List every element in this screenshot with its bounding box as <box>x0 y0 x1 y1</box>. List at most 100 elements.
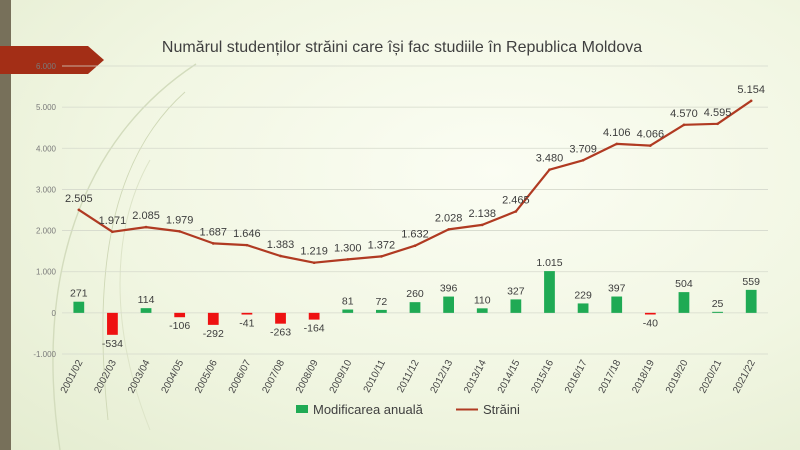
line-data-label: 4.106 <box>603 127 631 139</box>
line-point <box>111 230 114 234</box>
y-tick-label: 4.000 <box>36 144 57 153</box>
data-labels: 271 -534 114 -106 -292 -41 -263 -164 81 72 260 396 1… <box>65 84 765 350</box>
line-point <box>346 258 350 261</box>
line-point <box>649 144 652 147</box>
x-tick-label: 2018/19 <box>630 358 657 395</box>
line-point <box>615 142 619 146</box>
line-data-label: 1.979 <box>166 214 194 226</box>
legend-label-line: Străini <box>483 402 520 417</box>
bar <box>207 312 219 325</box>
y-tick-label: 6.000 <box>36 62 57 71</box>
line-data-label: 1.383 <box>267 239 295 251</box>
bar <box>241 312 253 315</box>
bar-data-label: -106 <box>169 320 190 332</box>
bar-data-label: 260 <box>406 288 424 300</box>
x-tick-label: 2013/14 <box>462 358 489 395</box>
line-point <box>548 168 551 171</box>
line-data-label: 4.570 <box>670 108 698 120</box>
x-tick-label: 2008/09 <box>294 358 321 395</box>
x-tick-label: 2009/10 <box>328 358 355 395</box>
x-tick-label: 2002/03 <box>92 358 119 395</box>
line-point <box>77 208 81 212</box>
x-tick-label: 2012/13 <box>429 358 456 395</box>
line-point <box>581 158 585 162</box>
line-point <box>144 225 148 229</box>
bar <box>140 308 152 313</box>
theme-decoration <box>0 0 197 450</box>
bar <box>275 312 286 324</box>
line-data-label: 1.646 <box>233 228 261 240</box>
bar <box>678 292 690 313</box>
y-tick-label: 3.000 <box>36 185 57 194</box>
line-point <box>178 230 181 233</box>
x-tick-label: 2007/08 <box>260 358 287 395</box>
left-sidebar-bar <box>0 0 11 450</box>
x-tick-label: 2016/17 <box>563 358 590 395</box>
y-tick-label: 0 <box>52 309 57 318</box>
line-data-label: 2.465 <box>502 194 530 206</box>
bar-data-label: 1.015 <box>536 257 562 269</box>
bar <box>376 309 387 313</box>
bar-data-label: 559 <box>742 276 760 288</box>
legend: Modificarea anuală Străini <box>296 402 520 417</box>
bar <box>174 312 186 318</box>
line-data-label: 1.300 <box>334 242 362 254</box>
x-tick-label: 2019/20 <box>664 358 691 395</box>
line-data-label: 4.066 <box>637 129 665 141</box>
bar-data-label: 25 <box>712 298 724 310</box>
bar-data-label: -41 <box>239 318 254 330</box>
bar-data-label: 327 <box>507 285 525 297</box>
x-tick-label: 2020/21 <box>698 358 725 395</box>
legend-swatch-bar <box>296 405 308 413</box>
x-tick-label: 2010/11 <box>362 358 389 395</box>
bar <box>510 299 522 313</box>
line-point <box>312 261 316 265</box>
x-tick-label: 2017/18 <box>597 358 624 395</box>
y-tick-label: -1.000 <box>33 350 56 359</box>
bar <box>712 311 723 313</box>
line-data-label: 1.632 <box>401 229 429 241</box>
line-point <box>245 243 249 247</box>
decorative-curve-3 <box>102 91 186 421</box>
x-tick-label: 2011/12 <box>395 358 422 395</box>
bar-data-label: 229 <box>574 289 592 301</box>
line-data-label: 2.138 <box>468 208 496 220</box>
line-point <box>682 123 686 127</box>
line-series <box>77 99 753 265</box>
bar-data-label: -534 <box>102 338 123 350</box>
line-data-label: 1.372 <box>368 239 396 251</box>
line-data-label: 5.154 <box>737 84 765 96</box>
line-point <box>480 223 484 227</box>
bar <box>73 301 85 313</box>
bar-data-label: 504 <box>675 278 693 290</box>
bar-data-label: 397 <box>608 283 626 295</box>
chart-title: Numărul studenților străini care își fac… <box>162 39 642 56</box>
line-data-label: 4.595 <box>704 107 732 119</box>
line-data-label: 2.085 <box>132 210 160 222</box>
line-data-label: 1.219 <box>300 246 328 258</box>
line-data-label: 1.971 <box>99 215 127 227</box>
line-data-label: 3.480 <box>536 153 564 165</box>
line-data-label: 1.687 <box>200 226 228 238</box>
x-tick-label: 2015/16 <box>529 358 556 395</box>
x-tick-label: 2006/07 <box>227 358 254 395</box>
bar-data-label: 72 <box>376 296 388 308</box>
bar <box>409 302 421 313</box>
line-data-label: 2.505 <box>65 193 93 205</box>
bar-data-label: 271 <box>70 288 88 300</box>
line-point <box>279 254 282 258</box>
y-tick-label: 5.000 <box>36 103 57 112</box>
bar-data-label: 110 <box>474 294 491 306</box>
line-point <box>716 122 719 126</box>
line-point <box>380 255 383 258</box>
line-data-label: 3.709 <box>569 143 597 155</box>
bar <box>107 312 118 335</box>
bar-data-label: 81 <box>342 296 354 308</box>
y-tick-label: 2.000 <box>36 227 57 236</box>
bar-data-label: 114 <box>138 294 155 306</box>
bar-data-label: 396 <box>440 283 458 295</box>
bar <box>308 312 320 320</box>
x-tick-label: 2005/06 <box>193 358 220 395</box>
bar <box>443 296 454 313</box>
